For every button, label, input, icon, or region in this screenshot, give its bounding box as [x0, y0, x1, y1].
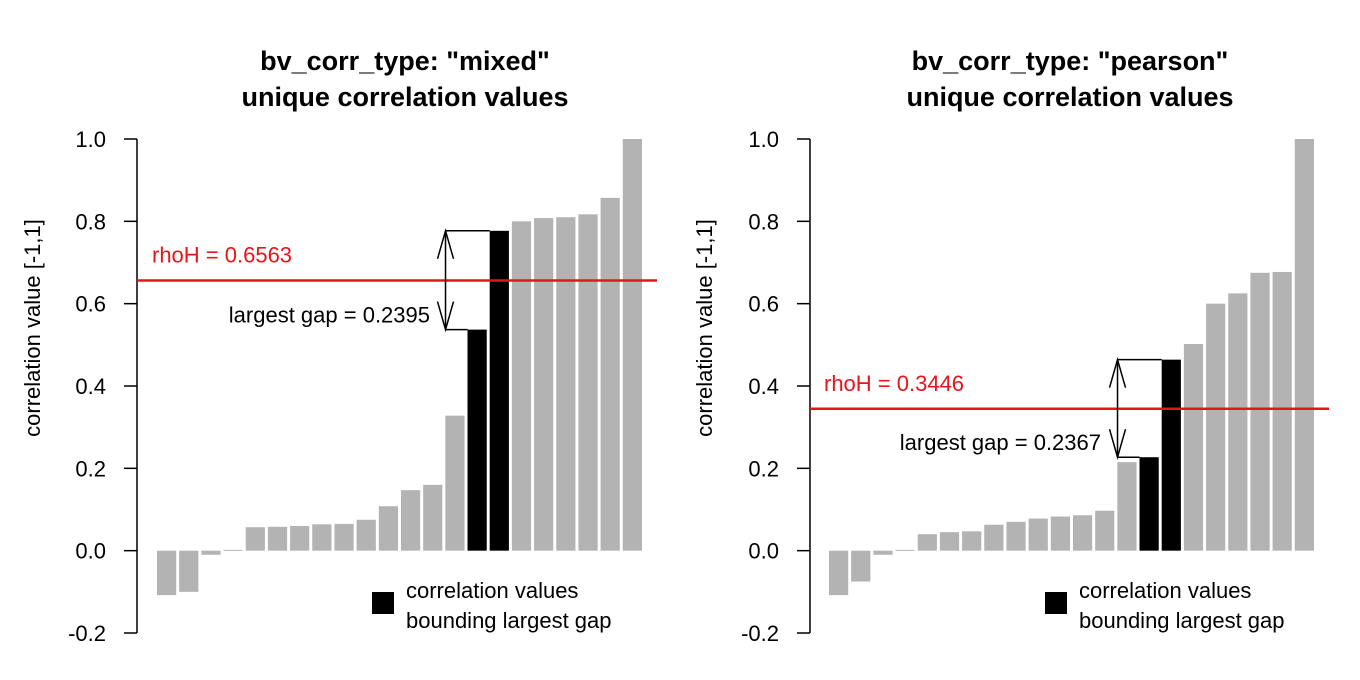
panel2-y-tick-label: 0.6: [748, 292, 779, 317]
panel2-title-line-1: bv_corr_type: "pearson": [912, 46, 1229, 76]
panel2-bar: [984, 524, 1004, 551]
panel1-legend-text-2: bounding largest gap: [406, 608, 612, 633]
panel1-bar: [578, 214, 598, 551]
panel1-bar-highlight: [467, 329, 487, 551]
panel2-bar: [1250, 272, 1270, 551]
panel2-y-tick-label: 0.0: [748, 539, 779, 564]
panel1-legend-swatch: [372, 592, 394, 614]
panel2-bar: [1095, 510, 1115, 551]
panel1-bar: [511, 221, 532, 551]
panel2-legend-text-2: bounding largest gap: [1079, 608, 1285, 633]
panel1-y-axis-label: correlation value [-1,1]: [20, 219, 45, 437]
panel1-bar: [600, 197, 620, 551]
panel1-bar: [267, 526, 288, 551]
panel2-bar: [1228, 293, 1248, 551]
panel2-bar: [1006, 521, 1026, 551]
panel2-gap-arrowhead-up: [1108, 356, 1127, 388]
panel1-bar: [400, 490, 421, 551]
panel1-bar: [556, 217, 576, 551]
panel1-bar: [157, 550, 177, 596]
panel1-y-tick-label: 0.8: [75, 209, 106, 234]
panel1-y-tick-label: 1.0: [75, 127, 106, 152]
panel2-bar: [1050, 516, 1070, 551]
panel1-bar: [312, 524, 332, 551]
panel2-bar: [962, 531, 982, 551]
panel1-bar: [201, 550, 221, 555]
panel2-bar: [851, 550, 871, 582]
panel2-bar: [1072, 515, 1093, 551]
panel1-title-line-2: unique correlation values: [241, 82, 568, 112]
panel2-y-axis-label: correlation value [-1,1]: [692, 219, 717, 437]
panel2-bar: [1294, 139, 1314, 551]
panel1-bar: [245, 527, 265, 551]
panel2-bar: [1272, 271, 1292, 551]
panel2-bar: [873, 550, 893, 555]
panel1-y-tick-label: 0.2: [75, 456, 106, 481]
panel1-bar: [423, 484, 443, 551]
panel1-bar: [290, 525, 310, 551]
panel1-y-tick-label: 0.6: [75, 292, 106, 317]
panel1-legend-text-1: correlation values: [406, 578, 578, 603]
panel2-bar: [895, 549, 915, 551]
panel2-y-tick-label: 0.2: [748, 456, 779, 481]
panel2-y-tick-label: 0.8: [748, 209, 779, 234]
panel1-bar: [378, 506, 398, 551]
panel1-gap-arrowhead-down: [436, 301, 455, 333]
panel1-bar: [179, 550, 199, 592]
panel1-bar: [334, 523, 354, 551]
panel2-bar: [829, 550, 849, 596]
panel2-gap-label: largest gap = 0.2367: [900, 430, 1101, 455]
panel2-y-tick-label: 0.4: [748, 374, 779, 399]
panel1-gap-label: largest gap = 0.2395: [229, 303, 430, 328]
panel1-y-tick-label: 0.0: [75, 539, 106, 564]
panel2-bar-highlight: [1139, 457, 1159, 551]
panel2-bar-highlight: [1161, 359, 1181, 551]
panel1-rho-label: rhoH = 0.6563: [152, 242, 292, 267]
panel2-y-tick-label: -0.2: [741, 621, 779, 646]
panel2-bar: [1206, 303, 1226, 551]
panel1-title-line-1: bv_corr_type: "mixed": [260, 46, 550, 76]
panel2-bar: [939, 532, 960, 551]
panel2-bar: [917, 534, 937, 551]
panel2-bar: [1028, 518, 1048, 551]
panel2-gap-arrowhead-down: [1108, 429, 1127, 460]
panel1-bar-highlight: [489, 230, 509, 551]
panel2-rho-label: rhoH = 0.3446: [824, 371, 964, 396]
panel2-legend-text-1: correlation values: [1079, 578, 1251, 603]
panel1-bar: [223, 549, 243, 551]
panel1-bar: [445, 415, 465, 551]
panel2-y-tick-label: 1.0: [748, 127, 779, 152]
panel1-y-tick-label: 0.4: [75, 374, 106, 399]
panel1-bar: [356, 519, 376, 551]
panel2-legend-swatch: [1045, 592, 1067, 614]
panel1-bar: [534, 218, 554, 551]
panel2-title-line-2: unique correlation values: [906, 82, 1233, 112]
panel2-bar: [1183, 344, 1204, 551]
panel2-bar: [1117, 462, 1137, 551]
panel1-bar: [622, 139, 642, 551]
panel1-y-tick-label: -0.2: [68, 621, 106, 646]
panel1-gap-arrowhead-up: [436, 228, 455, 260]
